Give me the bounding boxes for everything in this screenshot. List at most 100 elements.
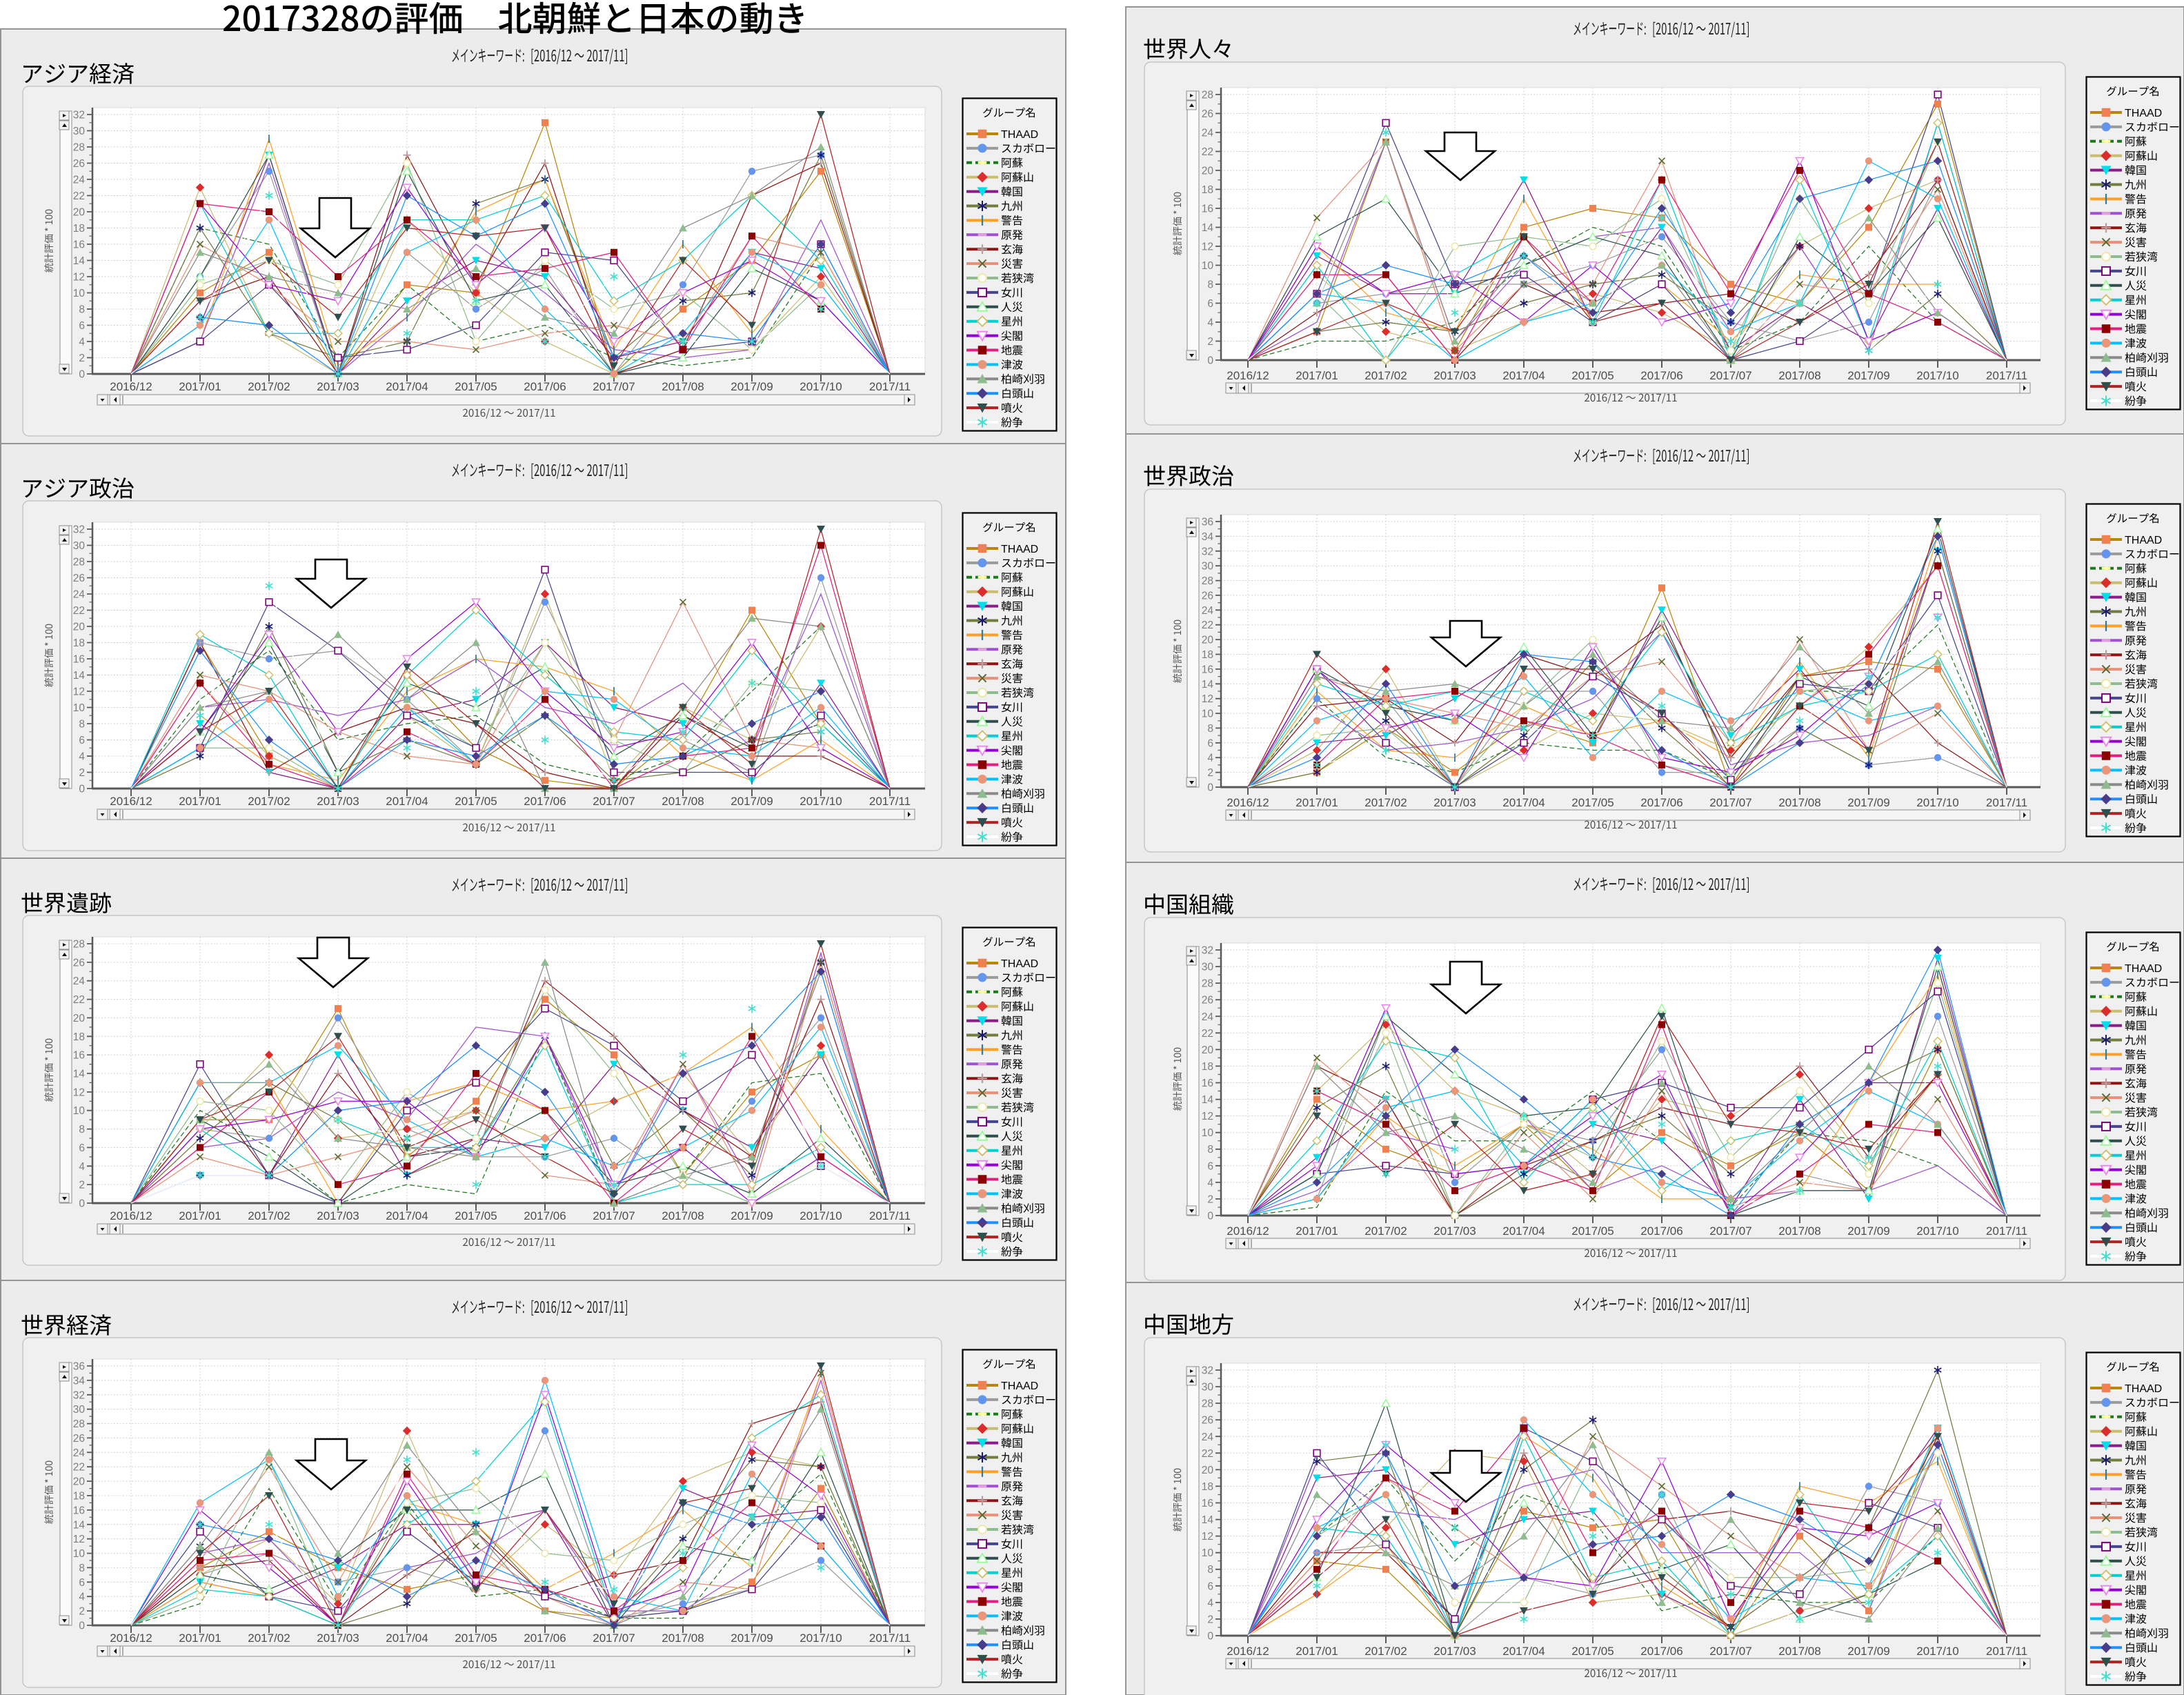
svg-text:2017/07: 2017/07	[593, 380, 635, 393]
svg-text:22: 22	[1202, 146, 1213, 158]
svg-text:12: 12	[73, 1087, 85, 1098]
svg-text:10: 10	[73, 1105, 86, 1117]
svg-text:26: 26	[1202, 590, 1213, 602]
svg-text:2017/02: 2017/02	[1364, 1225, 1407, 1238]
svg-text:2017/04: 2017/04	[386, 795, 428, 808]
svg-text:2017/04: 2017/04	[1502, 369, 1545, 382]
svg-text:2016/12: 2016/12	[110, 380, 152, 393]
svg-text:10: 10	[1202, 260, 1214, 272]
svg-text:30: 30	[73, 540, 86, 552]
svg-text:2: 2	[79, 1180, 85, 1191]
svg-text:22: 22	[73, 605, 85, 617]
svg-text:2017/01: 2017/01	[1295, 796, 1338, 809]
svg-text:20: 20	[1202, 635, 1214, 646]
svg-text:18: 18	[73, 1031, 85, 1043]
svg-text:2017/07: 2017/07	[593, 1209, 635, 1222]
svg-text:26: 26	[73, 158, 85, 170]
svg-text:26: 26	[1202, 995, 1213, 1007]
svg-text:2017/11: 2017/11	[1986, 796, 2027, 809]
svg-text:36: 36	[1202, 517, 1213, 528]
svg-text:20: 20	[1202, 1044, 1214, 1056]
svg-text:2017/06: 2017/06	[524, 380, 566, 393]
svg-text:2: 2	[1207, 1614, 1213, 1625]
svg-text:2017/05: 2017/05	[455, 1632, 497, 1645]
svg-text:10: 10	[73, 702, 86, 714]
svg-text:10: 10	[1202, 1127, 1214, 1139]
svg-text:8: 8	[1207, 279, 1213, 291]
svg-text:20: 20	[73, 207, 86, 219]
svg-text:2017/06: 2017/06	[524, 1632, 566, 1645]
svg-text:0: 0	[1207, 1211, 1213, 1222]
svg-text:32: 32	[1202, 945, 1213, 957]
svg-text:2017/02: 2017/02	[248, 380, 290, 393]
svg-text:2017/07: 2017/07	[593, 795, 635, 808]
svg-text:2017/01: 2017/01	[1295, 1225, 1338, 1238]
svg-text:2017/01: 2017/01	[179, 1209, 221, 1222]
svg-text:28: 28	[73, 939, 85, 951]
svg-text:30: 30	[1202, 962, 1214, 973]
svg-text:2017/10: 2017/10	[800, 795, 842, 808]
svg-text:2017/09: 2017/09	[731, 1209, 773, 1222]
svg-text:36: 36	[73, 1361, 85, 1373]
svg-text:28: 28	[1202, 575, 1213, 587]
svg-text:30: 30	[73, 1404, 86, 1416]
svg-text:22: 22	[1202, 619, 1213, 631]
svg-text:2017/05: 2017/05	[1571, 1225, 1614, 1238]
svg-text:6: 6	[1207, 298, 1213, 310]
svg-text:2017/09: 2017/09	[731, 1632, 773, 1645]
svg-text:2017/06: 2017/06	[1640, 796, 1682, 809]
svg-text:22: 22	[1202, 1448, 1213, 1460]
svg-text:30: 30	[1202, 561, 1214, 573]
svg-text:14: 14	[1202, 1094, 1214, 1106]
svg-text:16: 16	[1202, 204, 1213, 215]
svg-text:32: 32	[73, 1389, 85, 1401]
svg-text:2017/11: 2017/11	[869, 380, 911, 393]
svg-text:28: 28	[73, 1418, 85, 1430]
svg-text:2017/04: 2017/04	[386, 1632, 428, 1645]
svg-text:2017/04: 2017/04	[386, 380, 428, 393]
svg-text:2: 2	[1207, 767, 1213, 779]
svg-text:12: 12	[1202, 1111, 1213, 1122]
svg-text:2017/05: 2017/05	[455, 1209, 497, 1222]
svg-text:16: 16	[1202, 664, 1213, 675]
svg-text:2017/06: 2017/06	[1640, 1645, 1682, 1658]
svg-text:2017/01: 2017/01	[1295, 369, 1338, 382]
svg-text:18: 18	[1202, 1481, 1213, 1493]
svg-text:2017/08: 2017/08	[1778, 796, 1820, 809]
svg-text:28: 28	[1202, 90, 1213, 101]
svg-text:2017/11: 2017/11	[869, 795, 911, 808]
svg-text:2017/09: 2017/09	[1847, 369, 1889, 382]
svg-text:2017/10: 2017/10	[1916, 796, 1958, 809]
svg-text:0: 0	[79, 369, 85, 381]
svg-text:32: 32	[73, 110, 85, 121]
svg-text:4: 4	[79, 337, 85, 348]
svg-text:2016/12: 2016/12	[110, 795, 152, 808]
svg-text:20: 20	[73, 1013, 86, 1024]
svg-text:26: 26	[73, 573, 85, 584]
svg-text:14: 14	[73, 670, 86, 682]
svg-text:24: 24	[1202, 128, 1214, 139]
svg-text:2017/08: 2017/08	[662, 380, 704, 393]
svg-text:2017/02: 2017/02	[1364, 369, 1407, 382]
svg-text:32: 32	[1202, 546, 1213, 557]
svg-text:2017/01: 2017/01	[179, 795, 221, 808]
svg-text:4: 4	[1207, 1177, 1213, 1189]
svg-text:4: 4	[79, 1592, 85, 1603]
svg-text:0: 0	[1207, 1631, 1213, 1643]
svg-text:24: 24	[73, 1447, 86, 1459]
svg-text:30: 30	[73, 126, 86, 137]
svg-text:12: 12	[1202, 1531, 1213, 1543]
svg-text:8: 8	[79, 304, 85, 316]
svg-text:2017/05: 2017/05	[1571, 369, 1614, 382]
svg-text:6: 6	[1207, 737, 1213, 749]
svg-text:2017/05: 2017/05	[455, 795, 497, 808]
svg-text:2017/03: 2017/03	[317, 795, 359, 808]
svg-text:2017/02: 2017/02	[1364, 796, 1407, 809]
svg-text:2017/03: 2017/03	[1433, 1645, 1476, 1658]
svg-text:12: 12	[1202, 693, 1213, 705]
svg-text:2017/04: 2017/04	[1502, 1645, 1545, 1658]
svg-text:6: 6	[79, 320, 85, 332]
svg-text:2017/07: 2017/07	[1709, 1225, 1751, 1238]
svg-text:2017/11: 2017/11	[1986, 369, 2027, 382]
svg-text:4: 4	[1207, 753, 1213, 764]
